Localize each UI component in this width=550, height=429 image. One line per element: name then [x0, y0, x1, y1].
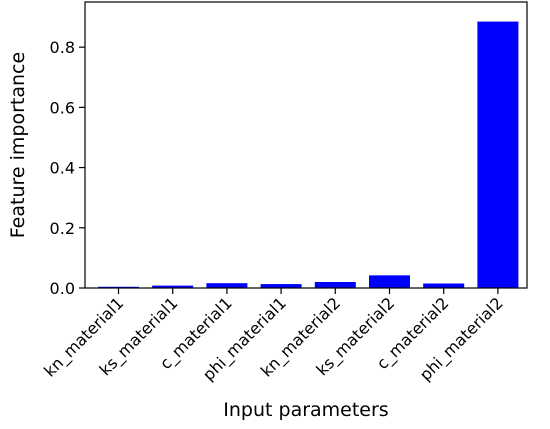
y-tick-label: 0.6: [50, 98, 75, 117]
bar-phi_material2: [477, 21, 519, 288]
bar-c_material2: [423, 283, 465, 288]
bar-c_material1: [206, 283, 248, 288]
bar-phi_material1: [260, 284, 302, 288]
bar-kn_material1: [98, 286, 139, 288]
bar-ks_material2: [369, 275, 410, 288]
y-tick-label: 0.8: [50, 38, 75, 57]
x-ticks-group: kn_material1ks_material1c_material1phi_m…: [40, 288, 507, 385]
plot-frame: [84, 1, 528, 289]
y-tick-label: 0.4: [50, 159, 75, 178]
y-ticks-group: 0.0 0.2 0.4 0.6 0.8: [50, 38, 85, 298]
y-tick-label: 0.0: [50, 279, 75, 298]
y-axis-title: Feature importance: [7, 52, 29, 238]
y-tick-label: 0.2: [50, 219, 75, 238]
bars-group: [98, 21, 519, 288]
bar-kn_material2: [314, 281, 356, 288]
bar-ks_material1: [152, 285, 194, 288]
x-axis-title: Input parameters: [223, 399, 388, 421]
